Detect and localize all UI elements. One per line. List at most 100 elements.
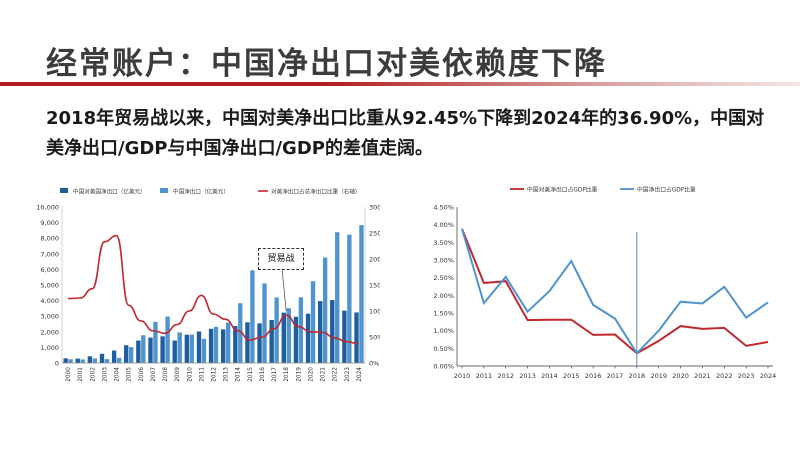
bar-china-net-export <box>165 316 170 363</box>
x-tick-label: 2017 <box>607 372 624 380</box>
y-tick-label: 3.50% <box>433 239 454 247</box>
x-tick-label: 2024 <box>760 372 777 380</box>
y-tick-label: 1.50% <box>433 310 454 318</box>
x-tick-label: 2019 <box>650 372 667 380</box>
y-left-tick-label: 7,000 <box>40 250 59 258</box>
bar-us-net-export <box>99 353 105 363</box>
bar-china-net-export <box>347 234 352 363</box>
bar-china-net-export <box>359 225 364 363</box>
bar-us-net-export <box>148 337 153 363</box>
bar-us-net-export <box>208 328 214 363</box>
x-tick-label: 2010 <box>187 367 193 382</box>
x-tick-label: 2016 <box>585 372 602 380</box>
bar-china-net-export <box>335 232 340 363</box>
bar-us-net-export <box>342 310 347 363</box>
x-tick-label: 2005 <box>127 367 133 382</box>
x-tick-label: 2013 <box>224 367 230 382</box>
legend-label: 中国对美净出口占GDP比重 <box>527 186 598 194</box>
bar-china-net-export <box>238 303 243 363</box>
line-us-share-ratio <box>68 234 359 345</box>
y-left-tick-label: 8,000 <box>40 235 59 243</box>
y-left-tick-label: 6,000 <box>40 266 59 274</box>
bar-china-net-export <box>92 358 98 363</box>
x-tick-label: 2014 <box>236 367 242 382</box>
trade-war-callout: 贸易战 <box>258 248 304 270</box>
x-tick-label: 2003 <box>102 367 108 382</box>
y-right-tick-label: 50% <box>369 334 380 342</box>
bar-china-net-export <box>177 332 182 363</box>
x-tick-label: 2015 <box>563 372 580 380</box>
bar-china-net-export <box>104 359 110 363</box>
x-tick-label: 2020 <box>672 372 689 380</box>
bar-china-net-export <box>141 335 146 363</box>
bar-us-net-export <box>184 334 190 363</box>
bar-china-net-export <box>129 347 134 363</box>
x-tick-label: 2006 <box>139 367 145 382</box>
title-divider <box>0 82 800 86</box>
y-right-tick-label: 150% <box>369 282 380 290</box>
bar-us-net-export <box>330 299 335 363</box>
bar-us-net-export <box>293 316 299 363</box>
bar-china-net-export <box>153 321 158 363</box>
bar-china-net-export <box>68 359 73 363</box>
y-tick-label: 3.00% <box>433 257 454 265</box>
x-tick-label: 2022 <box>716 372 733 380</box>
y-left-tick-label: 0 <box>55 360 59 368</box>
x-tick-label: 2009 <box>175 367 181 382</box>
x-tick-label: 2000 <box>66 367 72 382</box>
x-tick-label: 2014 <box>541 372 558 380</box>
x-tick-label: 2012 <box>212 367 218 382</box>
bar-us-net-export <box>221 329 226 363</box>
legend-label: 中国对美国净出口（亿美元） <box>73 188 146 196</box>
y-tick-label: 2.50% <box>433 274 454 282</box>
y-right-tick-label: 200% <box>369 256 380 264</box>
bar-china-net-export <box>262 283 267 363</box>
x-tick-label: 2017 <box>272 367 278 382</box>
x-tick-label: 2004 <box>115 367 121 382</box>
x-tick-label: 2011 <box>476 372 493 380</box>
bar-china-net-export <box>116 357 122 363</box>
y-left-tick-label: 1,000 <box>40 344 59 352</box>
bar-china-net-export <box>225 322 231 363</box>
x-tick-label: 2019 <box>296 367 302 382</box>
bar-us-net-export <box>75 358 80 363</box>
bar-china-net-export <box>298 297 304 363</box>
y-left-tick-label: 5,000 <box>40 282 59 290</box>
x-tick-label: 2024 <box>357 367 363 382</box>
bar-china-net-export <box>213 326 219 363</box>
x-tick-label: 2007 <box>151 367 157 382</box>
y-tick-label: 0.50% <box>433 345 454 353</box>
bar-us-net-export <box>63 358 68 363</box>
bar-us-net-export <box>233 326 238 363</box>
x-tick-label: 2021 <box>694 372 711 380</box>
x-tick-label: 2022 <box>333 367 339 382</box>
y-left-tick-label: 2,000 <box>40 328 59 336</box>
bar-us-net-export <box>196 331 202 363</box>
legend-label: 中国净出口占GDP比重 <box>637 186 696 194</box>
y-right-tick-label: 300% <box>369 204 380 212</box>
bar-china-net-export <box>80 359 85 363</box>
y-tick-label: 4.00% <box>433 221 454 229</box>
page-subtitle: 2018年贸易战以来，中国对美净出口比重从92.45%下降到2024年的36.9… <box>46 108 765 159</box>
legend-label: 对美净出口占总净出口比重（右轴） <box>271 188 361 196</box>
legend-swatch <box>60 188 68 193</box>
bar-us-net-export <box>172 340 177 363</box>
callout-pointer <box>281 268 287 312</box>
bar-us-net-export <box>269 319 274 363</box>
x-tick-label: 2013 <box>519 372 536 380</box>
bar-us-net-export <box>354 312 359 363</box>
y-left-tick-label: 3,000 <box>40 313 59 321</box>
x-tick-label: 2018 <box>284 367 290 382</box>
bar-us-net-export <box>305 313 311 363</box>
x-tick-label: 2016 <box>260 367 266 382</box>
bar-china-net-export <box>322 257 328 363</box>
y-right-tick-label: 0% <box>369 360 379 368</box>
legend-label: 中国净出口（亿美元） <box>173 188 229 196</box>
y-left-tick-label: 10,000 <box>36 204 59 212</box>
legend-swatch <box>160 188 168 193</box>
y-left-tick-label: 9,000 <box>40 219 59 227</box>
bar-china-net-export <box>286 308 291 363</box>
x-tick-label: 2020 <box>308 367 314 382</box>
chart-net-exports-combo: 中国对美国净出口（亿美元） 中国净出口（亿美元） 对美净出口占总净出口比重（右轴） … <box>36 188 380 382</box>
y-right-tick-label: 250% <box>369 230 380 238</box>
